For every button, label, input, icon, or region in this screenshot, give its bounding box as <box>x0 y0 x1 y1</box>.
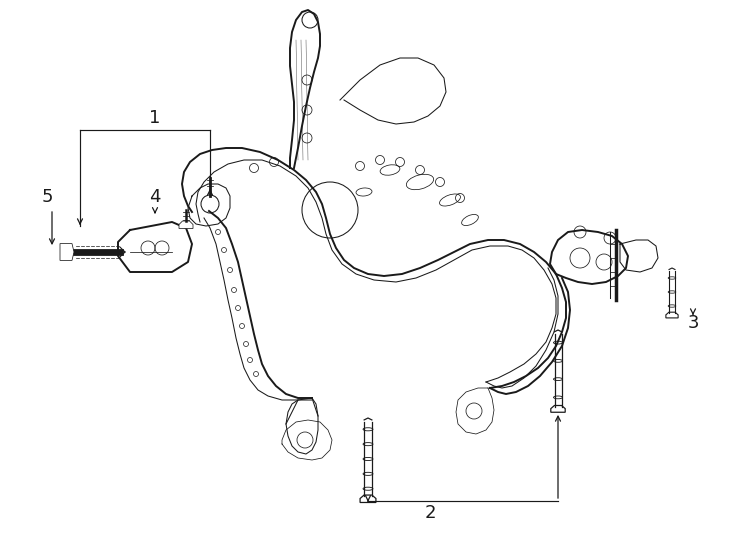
Text: 5: 5 <box>41 188 53 206</box>
Polygon shape <box>118 222 192 272</box>
Text: 4: 4 <box>149 188 161 206</box>
Polygon shape <box>666 312 678 318</box>
Polygon shape <box>60 244 74 260</box>
Polygon shape <box>550 406 565 412</box>
Text: 1: 1 <box>149 109 161 127</box>
Polygon shape <box>179 221 193 228</box>
Polygon shape <box>360 495 376 503</box>
Text: 2: 2 <box>424 504 436 522</box>
Text: 3: 3 <box>687 314 699 332</box>
